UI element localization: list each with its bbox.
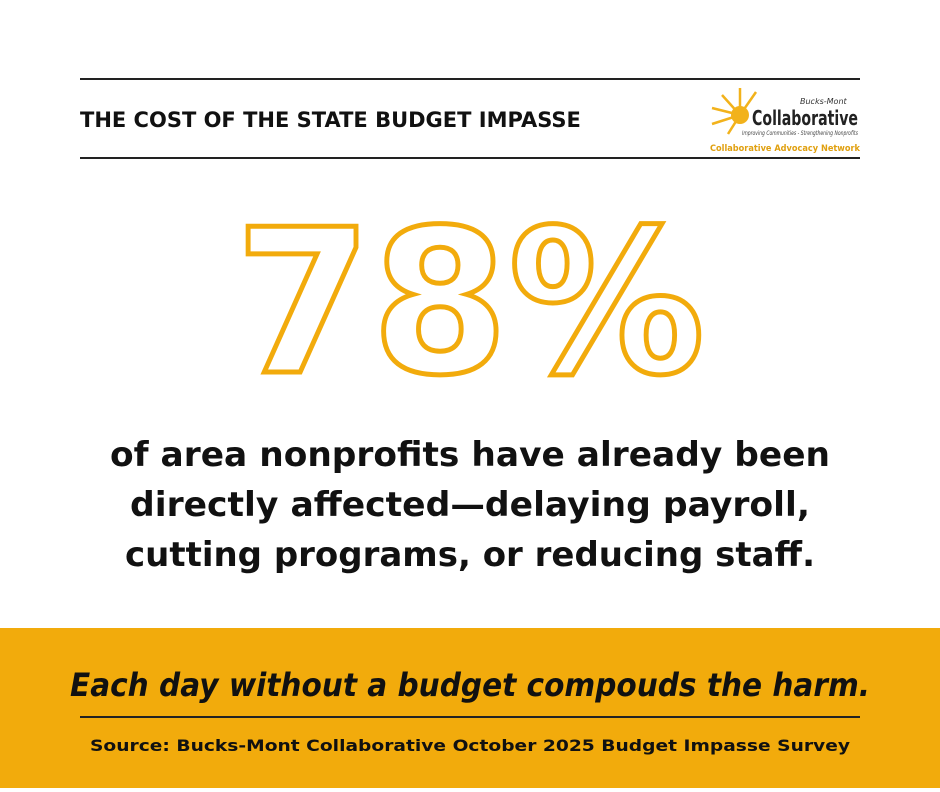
logo: Bucks-Mont Collaborative Improving Commu… [710,88,860,154]
logo-network: Collaborative Advocacy Network [710,144,860,154]
description-line: cutting programs, or reducing staff. [125,535,815,575]
source: Source: Bucks-Mont Collaborative October… [90,736,851,755]
logo-sun-core [731,106,749,124]
header-title: THE COST OF THE STATE BUDGET IMPASSE [80,108,581,132]
logo-tagline: Improving Communities - Strengthening No… [742,129,858,137]
big-statistic: 78% [235,187,705,420]
description: of area nonprofits have already been dire… [110,435,830,575]
footer-band [0,628,940,788]
description-line: of area nonprofits have already been [110,435,830,475]
description-line: directly affected—delaying payroll, [130,485,810,525]
logo-small: Bucks-Mont [800,97,848,106]
footer-message: Each day without a budget compouds the h… [70,666,870,704]
logo-name: Collaborative [752,106,858,130]
